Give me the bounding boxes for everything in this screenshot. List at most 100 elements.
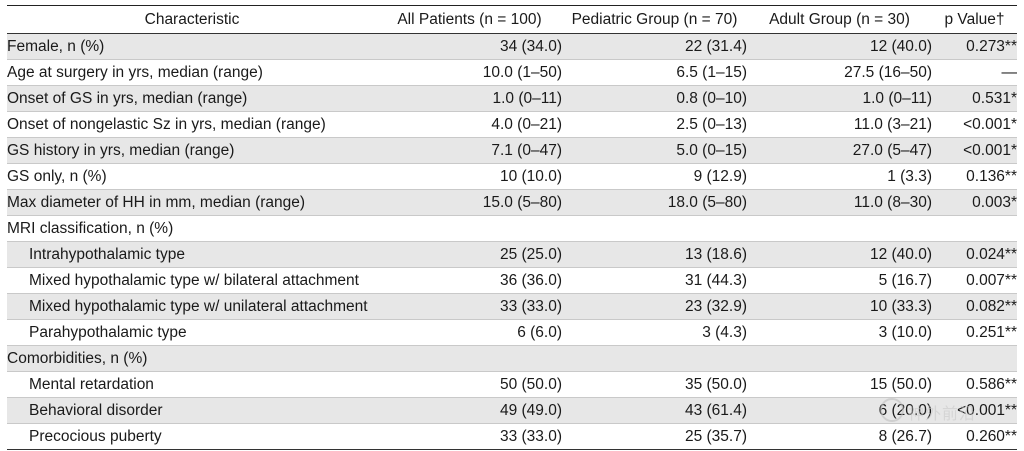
cell-all-patients xyxy=(377,215,562,242)
cell-p-value: 0.273** xyxy=(932,33,1017,60)
table-row: Precocious puberty 33 (33.0) 25 (35.7) 8 (2… xyxy=(7,423,1017,450)
table-row: Behavioral disorder 49 (49.0) 43 (61.4) 6 (… xyxy=(7,397,1017,424)
cell-all-patients: 7.1 (0–47) xyxy=(377,137,562,164)
cell-p-value: <0.001* xyxy=(932,137,1017,164)
cell-adult-group: 1.0 (0–11) xyxy=(747,85,932,112)
table-row: Age at surgery in yrs, median (range) 10.… xyxy=(7,59,1017,86)
header-row: Characteristic All Patients (n = 100) Pe… xyxy=(7,5,1017,34)
table-row: Parahypothalamic type 6 (6.0) 3 (4.3) 3 (10… xyxy=(7,319,1017,346)
table-row: Female, n (%) 34 (34.0) 22 (31.4) 12 (40.0)… xyxy=(7,33,1017,60)
cell-all-patients: 50 (50.0) xyxy=(377,371,562,398)
row-label: Mental retardation xyxy=(7,371,377,398)
table-row: GS history in yrs, median (range) 7.1 (0–… xyxy=(7,137,1017,164)
table-row: Onset of GS in yrs, median (range) 1.0 (0… xyxy=(7,85,1017,112)
cell-all-patients: 15.0 (5–80) xyxy=(377,189,562,216)
watermark-seal-icon xyxy=(880,398,904,422)
cell-adult-group: 12 (40.0) xyxy=(747,241,932,268)
row-label: MRI classification, n (%) xyxy=(7,215,377,242)
cell-adult-group: 27.0 (5–47) xyxy=(747,137,932,164)
cell-p-value: 0.082** xyxy=(932,293,1017,320)
cell-all-patients: 10.0 (1–50) xyxy=(377,59,562,86)
cell-all-patients: 34 (34.0) xyxy=(377,33,562,60)
cell-adult-group: 10 (33.3) xyxy=(747,293,932,320)
watermark: 神外前沿 xyxy=(880,396,992,426)
cell-adult-group: 8 (26.7) xyxy=(747,423,932,450)
cell-adult-group: 3 (10.0) xyxy=(747,319,932,346)
table-body: Female, n (%) 34 (34.0) 22 (31.4) 12 (40.0)… xyxy=(7,33,1017,450)
table-row: Intrahypothalamic type 25 (25.0) 13 (18.6)… xyxy=(7,241,1017,268)
cell-pediatric-group: 9 (12.9) xyxy=(562,163,747,190)
cell-p-value: 0.260** xyxy=(932,423,1017,450)
cell-all-patients: 33 (33.0) xyxy=(377,423,562,450)
table-row: Mental retardation 50 (50.0) 35 (50.0) 15 (… xyxy=(7,371,1017,398)
cell-all-patients: 6 (6.0) xyxy=(377,319,562,346)
row-label: GS only, n (%) xyxy=(7,163,377,190)
cell-p-value: 0.136** xyxy=(932,163,1017,190)
table-row: GS only, n (%) 10 (10.0) 9 (12.9) 1 (3.3) 0.… xyxy=(7,163,1017,190)
cell-p-value: 0.586** xyxy=(932,371,1017,398)
cell-p-value: <0.001* xyxy=(932,111,1017,138)
cell-p-value: 0.024** xyxy=(932,241,1017,268)
cell-all-patients: 4.0 (0–21) xyxy=(377,111,562,138)
row-label: Mixed hypothalamic type w/ unilateral at… xyxy=(7,293,377,320)
cell-pediatric-group: 2.5 (0–13) xyxy=(562,111,747,138)
header-p-value: p Value† xyxy=(932,5,1017,34)
cell-pediatric-group: 22 (31.4) xyxy=(562,33,747,60)
row-label: Onset of GS in yrs, median (range) xyxy=(7,85,377,112)
header-adult-group: Adult Group (n = 30) xyxy=(747,5,932,34)
cell-p-value: <0.001** xyxy=(932,397,1017,424)
cell-adult-group: 1 (3.3) xyxy=(747,163,932,190)
cell-all-patients: 36 (36.0) xyxy=(377,267,562,294)
header-pediatric-group: Pediatric Group (n = 70) xyxy=(562,5,747,34)
cell-p-value: 0.251** xyxy=(932,319,1017,346)
table-row: Onset of nongelastic Sz in yrs, median (… xyxy=(7,111,1017,138)
cell-pediatric-group: 5.0 (0–15) xyxy=(562,137,747,164)
cell-p-value: — xyxy=(932,59,1017,86)
row-label: Comorbidities, n (%) xyxy=(7,345,377,372)
row-label: Intrahypothalamic type xyxy=(7,241,377,268)
cell-adult-group xyxy=(747,215,932,242)
header-all-patients: All Patients (n = 100) xyxy=(377,5,562,34)
cell-adult-group: 11.0 (8–30) xyxy=(747,189,932,216)
row-label: Mixed hypothalamic type w/ bilateral att… xyxy=(7,267,377,294)
table-row: Mixed hypothalamic type w/ bilateral att… xyxy=(7,267,1017,294)
cell-pediatric-group: 6.5 (1–15) xyxy=(562,59,747,86)
table-row: MRI classification, n (%) xyxy=(7,215,1017,242)
cell-pediatric-group: 3 (4.3) xyxy=(562,319,747,346)
cell-adult-group: 15 (50.0) xyxy=(747,371,932,398)
cell-pediatric-group: 13 (18.6) xyxy=(562,241,747,268)
cell-pediatric-group: 0.8 (0–10) xyxy=(562,85,747,112)
header-characteristic: Characteristic xyxy=(7,5,377,34)
row-label: Female, n (%) xyxy=(7,33,377,60)
row-label: Parahypothalamic type xyxy=(7,319,377,346)
table-row: Comorbidities, n (%) xyxy=(7,345,1017,372)
characteristics-table: Characteristic All Patients (n = 100) Pe… xyxy=(7,5,1017,450)
cell-adult-group: 11.0 (3–21) xyxy=(747,111,932,138)
cell-all-patients: 10 (10.0) xyxy=(377,163,562,190)
row-label: Age at surgery in yrs, median (range) xyxy=(7,59,377,86)
row-label: Onset of nongelastic Sz in yrs, median (… xyxy=(7,111,377,138)
cell-p-value: 0.531* xyxy=(932,85,1017,112)
row-label: Behavioral disorder xyxy=(7,397,377,424)
watermark-text: 神外前沿 xyxy=(908,404,977,423)
row-label: Max diameter of HH in mm, median (range) xyxy=(7,189,377,216)
cell-pediatric-group: 35 (50.0) xyxy=(562,371,747,398)
cell-adult-group: 5 (16.7) xyxy=(747,267,932,294)
cell-pediatric-group: 31 (44.3) xyxy=(562,267,747,294)
cell-p-value xyxy=(932,215,1017,242)
cell-pediatric-group xyxy=(562,345,747,372)
cell-all-patients xyxy=(377,345,562,372)
table-row: Max diameter of HH in mm, median (range)… xyxy=(7,189,1017,216)
cell-all-patients: 25 (25.0) xyxy=(377,241,562,268)
cell-pediatric-group: 25 (35.7) xyxy=(562,423,747,450)
cell-all-patients: 1.0 (0–11) xyxy=(377,85,562,112)
cell-all-patients: 49 (49.0) xyxy=(377,397,562,424)
row-label: GS history in yrs, median (range) xyxy=(7,137,377,164)
cell-p-value xyxy=(932,345,1017,372)
cell-adult-group xyxy=(747,345,932,372)
cell-pediatric-group xyxy=(562,215,747,242)
cell-pediatric-group: 23 (32.9) xyxy=(562,293,747,320)
cell-pediatric-group: 18.0 (5–80) xyxy=(562,189,747,216)
cell-p-value: 0.007** xyxy=(932,267,1017,294)
cell-adult-group: 27.5 (16–50) xyxy=(747,59,932,86)
